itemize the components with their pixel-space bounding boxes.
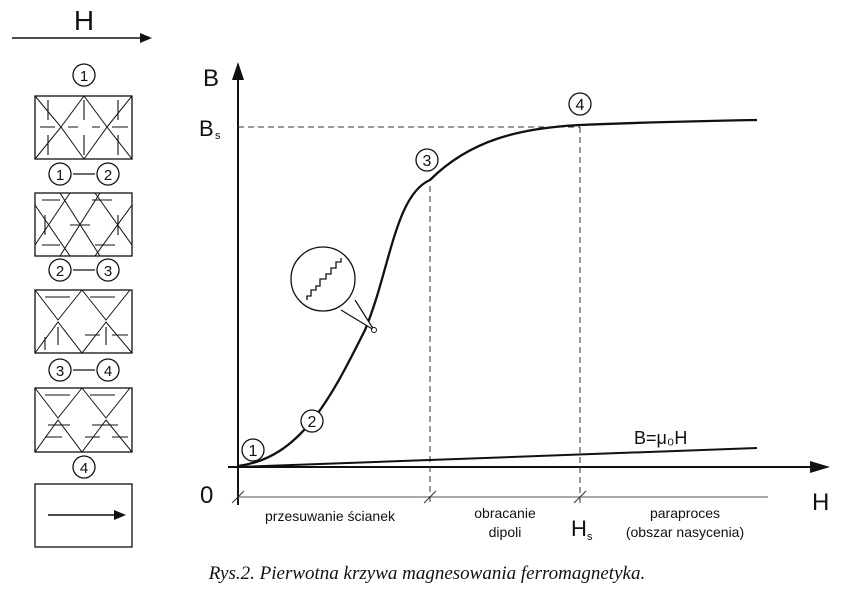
domain-stage-3-4: 3 4 bbox=[34, 358, 133, 453]
vacuum-line-label: B=μ₀H bbox=[634, 428, 687, 448]
domain-stage-1-2: 1 2 bbox=[34, 162, 133, 257]
domain-stage-1: 1 bbox=[34, 63, 133, 160]
region-rotation-line1: obracanie bbox=[474, 505, 536, 521]
stage-marker-label: 1 bbox=[80, 68, 88, 85]
x-axis-label: H bbox=[812, 489, 829, 516]
stage-marker-label: 4 bbox=[104, 363, 112, 380]
svg-text:2: 2 bbox=[308, 414, 317, 431]
y-axis-label: B bbox=[203, 65, 219, 92]
stage-marker-label: 2 bbox=[104, 167, 112, 184]
hs-subscript: s bbox=[587, 531, 593, 543]
region-rotation-line2: dipoli bbox=[489, 524, 522, 540]
region-wall-motion: przesuwanie ścianek bbox=[265, 508, 396, 524]
stage-marker-label: 1 bbox=[56, 167, 64, 184]
barkhausen-magnifier bbox=[290, 246, 377, 333]
y-axis-arrow bbox=[232, 62, 244, 80]
vacuum-line bbox=[237, 447, 758, 468]
domain-stage-2-3: 2 3 bbox=[34, 258, 133, 354]
curve-marker-2: 2 bbox=[300, 409, 324, 433]
domain-stage-4: 4 bbox=[34, 455, 133, 548]
top-arrow-label: H bbox=[74, 5, 94, 36]
stage-marker-label: 3 bbox=[104, 263, 112, 280]
hs-label: H bbox=[571, 516, 587, 541]
svg-text:3: 3 bbox=[423, 153, 432, 170]
curve-marker-4: 4 bbox=[568, 92, 592, 116]
x-axis-arrow bbox=[810, 461, 830, 473]
region-saturation-line1: paraproces bbox=[650, 505, 720, 521]
origin-label: 0 bbox=[200, 482, 213, 509]
bs-subscript: s bbox=[215, 130, 221, 142]
bs-label: B bbox=[199, 116, 214, 141]
domain-box bbox=[34, 289, 133, 354]
magnetization-curve bbox=[237, 118, 758, 468]
region-saturation-line2: (obszar nasycenia) bbox=[626, 524, 744, 540]
svg-text:1: 1 bbox=[249, 443, 258, 460]
figure-caption: Rys.2. Pierwotna krzywa magnesowania fer… bbox=[208, 563, 646, 584]
svg-text:4: 4 bbox=[576, 97, 585, 114]
stage-marker-label: 2 bbox=[56, 263, 64, 280]
stage-marker-label: 4 bbox=[80, 460, 88, 477]
curve-marker-3: 3 bbox=[415, 148, 439, 172]
domain-box bbox=[34, 387, 133, 453]
field-arrow-head bbox=[140, 33, 152, 43]
stage-marker bbox=[72, 63, 96, 87]
stage-marker-label: 3 bbox=[56, 363, 64, 380]
curve-marker-1: 1 bbox=[241, 438, 265, 462]
